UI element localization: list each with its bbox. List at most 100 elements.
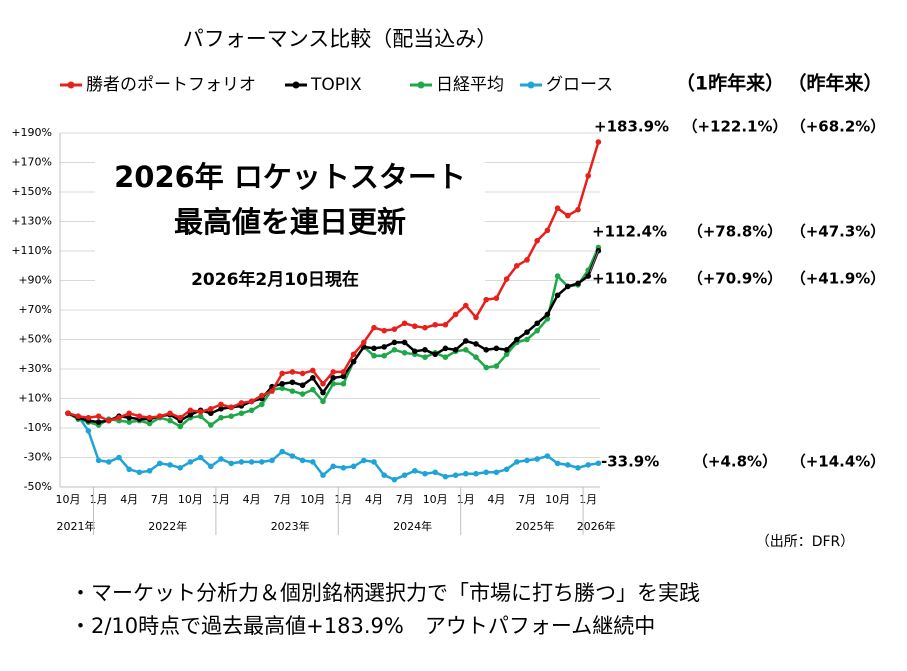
series-marker [391, 347, 398, 353]
column-header: （1昨年来） [676, 72, 784, 95]
series-marker [289, 379, 296, 386]
series-marker [595, 460, 602, 467]
series-marker [391, 476, 398, 483]
series-marker [463, 347, 469, 353]
series-marker [126, 419, 132, 425]
series-marker [401, 320, 408, 327]
series-marker [146, 420, 153, 427]
end-label: -33.9% [601, 453, 659, 471]
series-marker [197, 413, 204, 420]
series-marker [289, 388, 296, 394]
series-marker [473, 470, 479, 477]
series-marker [330, 375, 337, 381]
series-marker [452, 311, 459, 318]
series-marker [248, 398, 255, 405]
series-marker [85, 428, 92, 434]
series-marker [330, 369, 337, 375]
x-tick-label: 4月 [487, 493, 505, 506]
series-marker [279, 385, 286, 391]
legend-marker [417, 81, 425, 89]
series-marker [340, 373, 347, 380]
since-1y-label: （+41.9%） [791, 270, 886, 288]
series-marker [503, 351, 510, 358]
series-marker [146, 467, 153, 474]
series-marker [554, 273, 561, 279]
series-marker [167, 417, 173, 424]
x-group-label: 2023年 [271, 519, 310, 533]
series-marker [116, 454, 122, 461]
series-marker [259, 392, 265, 399]
x-group-label: 2021年 [57, 519, 96, 533]
series-marker [575, 280, 581, 287]
x-tick-label: 4月 [365, 493, 383, 506]
series-marker [534, 320, 540, 327]
series-marker [452, 347, 459, 353]
series-marker [473, 314, 479, 321]
series-marker [208, 406, 214, 412]
series-marker [493, 363, 500, 369]
series-marker [208, 422, 214, 428]
x-tick-label: 10月 [423, 493, 448, 506]
x-tick-label: 7月 [151, 493, 169, 506]
series-marker [279, 380, 286, 387]
series-marker [299, 457, 306, 464]
series-marker [565, 212, 571, 219]
x-tick-label: 7月 [518, 493, 536, 506]
as-of: 2026年2月10日現在 [191, 269, 359, 290]
series-marker [514, 336, 520, 343]
series-marker [391, 326, 398, 332]
series-marker [218, 401, 224, 408]
note: ・マーケット分析力＆個別銘柄選択力で「市場に打ち勝つ」を実践 [70, 581, 700, 605]
series-marker [524, 257, 530, 263]
series-marker [585, 273, 591, 279]
series-marker [442, 354, 449, 361]
series-marker [381, 472, 388, 479]
series-marker [299, 370, 306, 377]
source: （出所：DFR） [756, 534, 855, 550]
since-2y-label: （+122.1%） [682, 118, 787, 136]
end-label: +112.4% [592, 223, 667, 241]
series-marker [95, 419, 102, 425]
series-marker [483, 364, 490, 371]
series-marker [218, 456, 224, 462]
series-marker [197, 408, 204, 415]
headline-box [95, 152, 485, 297]
headline: 2026年 ロケットスタート [114, 160, 466, 194]
series-marker [534, 456, 540, 462]
series-marker [310, 386, 316, 393]
legend-marker [67, 81, 75, 89]
series-marker [483, 347, 490, 353]
series-marker [524, 336, 530, 343]
series-marker [187, 407, 194, 414]
series-marker [350, 463, 357, 470]
series-marker [136, 413, 143, 420]
series-marker [544, 453, 551, 459]
series-marker [585, 172, 591, 179]
series-marker [126, 466, 132, 473]
series-marker [218, 406, 224, 412]
series-marker [442, 473, 449, 480]
series-marker [473, 354, 479, 361]
x-tick-label: 1月 [212, 493, 230, 506]
series-marker [371, 352, 377, 359]
since-1y-label: （+68.2%） [791, 118, 886, 136]
series-marker [259, 401, 265, 408]
series-marker [544, 227, 551, 234]
x-tick-label: 7月 [396, 493, 414, 506]
x-tick-label: 10月 [545, 493, 570, 506]
series-marker [381, 344, 388, 350]
x-tick-label: 1月 [457, 493, 475, 506]
series-marker [320, 398, 326, 405]
series-marker [208, 410, 214, 417]
series-marker [432, 469, 439, 476]
since-2y-label: （+4.8%） [693, 453, 777, 471]
series-marker [493, 345, 500, 352]
legend-label: 勝者のポートフォリオ [86, 75, 256, 95]
y-tick-label: -50% [24, 480, 52, 493]
series-marker [95, 413, 102, 420]
legend-marker [292, 81, 300, 89]
series-marker [371, 324, 377, 331]
series-marker [401, 349, 408, 356]
series-marker [197, 454, 204, 461]
